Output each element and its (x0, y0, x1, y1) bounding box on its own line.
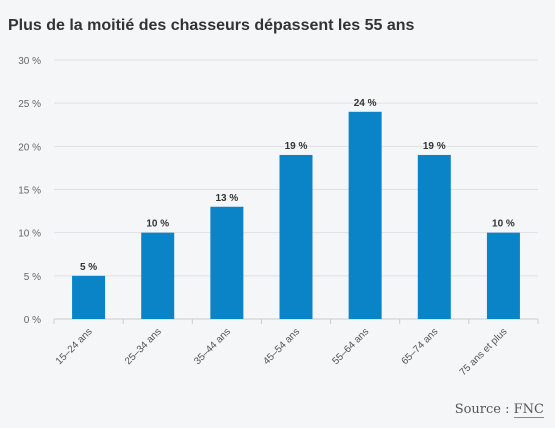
data-label: 24 % (354, 98, 377, 109)
bar (141, 232, 175, 319)
data-label: 10 % (146, 219, 169, 230)
y-tick-label: 15 % (18, 186, 41, 197)
y-tick-label: 5 % (24, 272, 41, 283)
bar (210, 206, 244, 319)
source-name: FNC (513, 402, 544, 418)
data-label: 19 % (423, 141, 446, 152)
data-label: 10 % (492, 219, 515, 230)
x-tick-label: 45–54 ans (261, 326, 302, 367)
y-tick-label: 30 % (18, 56, 41, 67)
x-tick-label: 15–24 ans (54, 326, 95, 367)
x-tick-label: 25–34 ans (123, 326, 164, 367)
chart-title: Plus de la moitié des chasseurs dépassen… (8, 17, 415, 34)
bar (348, 111, 382, 319)
bar (417, 154, 451, 319)
y-axis-ticks: 0 % 5 % 10 % 15 % 20 % 25 % 30 % (18, 56, 41, 326)
data-label: 19 % (285, 141, 308, 152)
source-prefix: Source : (454, 402, 514, 417)
y-tick-label: 0 % (24, 315, 41, 326)
bar (486, 232, 520, 319)
data-label: 13 % (215, 193, 238, 204)
bar (72, 275, 106, 319)
source-note: Source : FNC (454, 402, 544, 418)
data-label: 5 % (80, 262, 97, 273)
x-tick-label: 55–64 ans (330, 326, 371, 367)
x-tick-label: 75 ans et plus (458, 326, 510, 378)
x-tick-label: 65–74 ans (400, 326, 441, 367)
x-axis-ticks: 15–24 ans 25–34 ans 35–44 ans 45–54 ans 55–6… (54, 326, 510, 378)
y-tick-label: 25 % (18, 99, 41, 110)
data-labels: 5 % 10 % 13 % 19 % 24 % 19 % 10 % (80, 98, 515, 273)
y-tick-label: 10 % (18, 229, 41, 240)
bars (72, 111, 520, 319)
y-tick-label: 20 % (18, 142, 41, 153)
bar (279, 154, 313, 319)
x-tick-label: 35–44 ans (192, 326, 233, 367)
